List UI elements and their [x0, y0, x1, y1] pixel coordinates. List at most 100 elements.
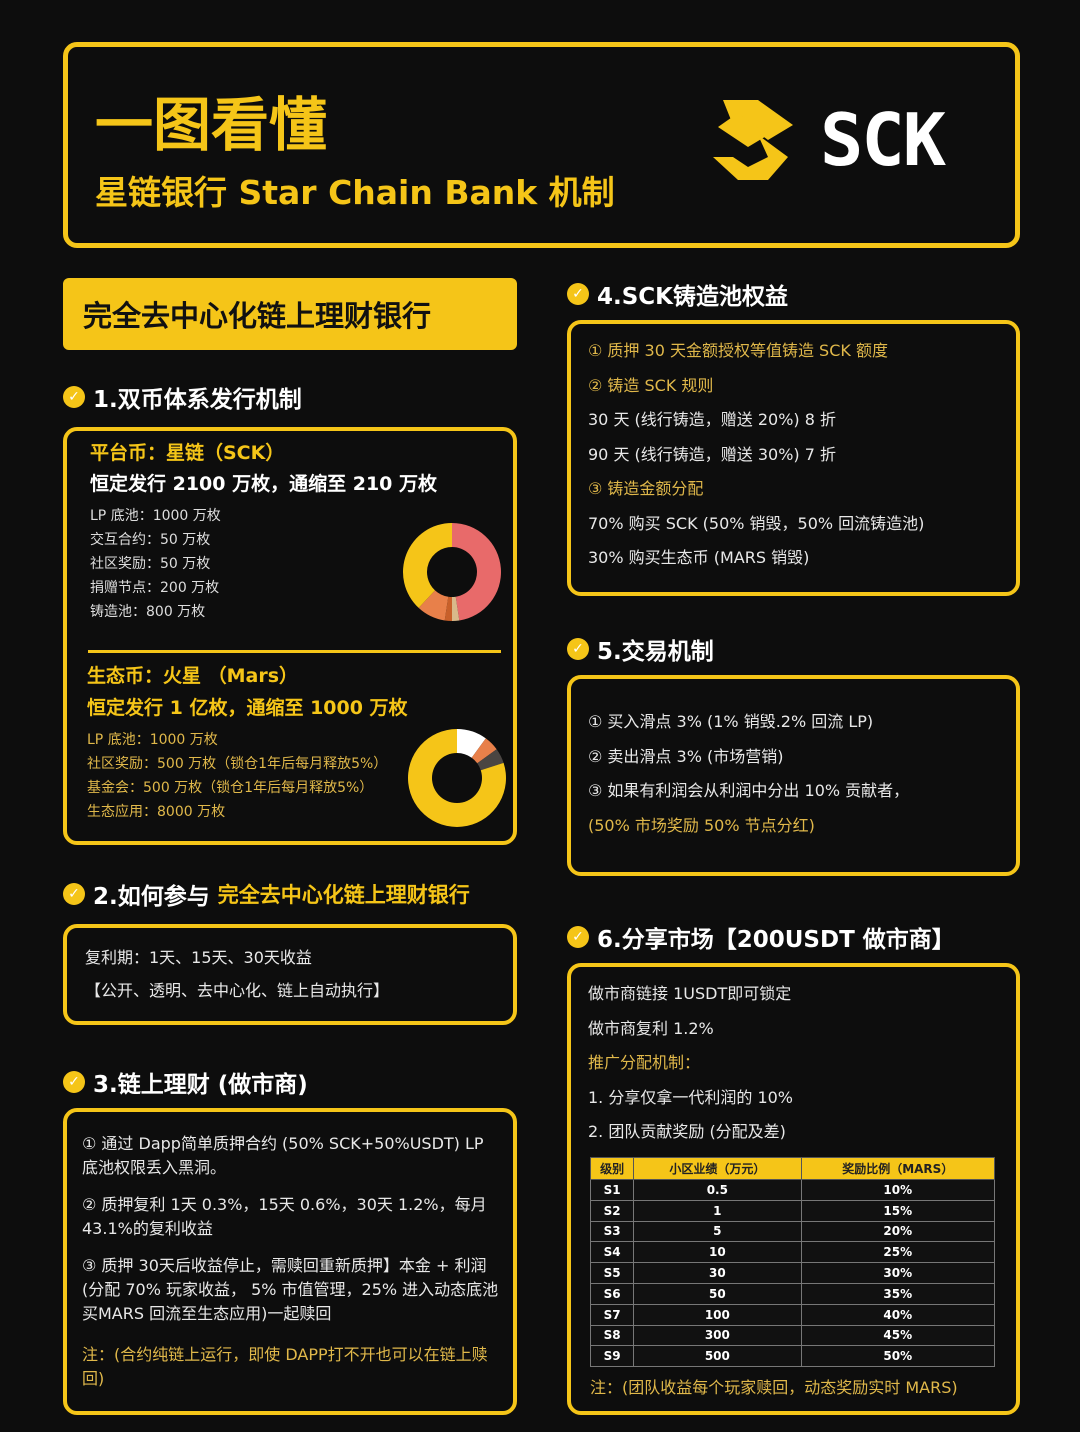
table-header-row: 级别 小区业绩（万元） 奖励比例（MARS） — [589, 1157, 996, 1180]
text-line: 做市商链接 1USDT即可锁定 — [588, 984, 792, 1003]
text-line: 1. 分享仅拿一代利润的 10% — [588, 1087, 794, 1107]
table-cell: 30% — [800, 1262, 996, 1284]
table-cell: S8 — [589, 1324, 635, 1347]
section-6-box — [567, 963, 1020, 1415]
allocation-item: 基金会：500 万枚（锁仓1年后每月释放5%） — [87, 780, 374, 796]
text-line: ② 卖出滑点 3% (市场营销) — [588, 746, 784, 766]
section-5-lines: ① 买入滑点 3% (1% 销毁.2% 回流 LP) ② 卖出滑点 3% (市场营… — [588, 705, 909, 843]
page-subtitle: 星链银行 Star Chain Bank 机制 — [95, 173, 615, 212]
donut-slice-3 — [418, 590, 449, 621]
reward-table: 级别 小区业绩（万元） 奖励比例（MARS） S1 0.5 10% S2 1 15% S3 5 20… — [589, 1157, 996, 1368]
sck-issue: 恒定发行 2100 万枚，通缩至 210 万枚 — [90, 473, 438, 495]
text-line: (50% 市场奖励 50% 节点分红) — [588, 815, 815, 835]
mars-issue: 恒定发行 1 亿枚，通缩至 1000 万枚 — [87, 697, 408, 719]
banner: 完全去中心化链上理财银行 — [63, 278, 517, 350]
donut-slice-0 — [457, 729, 486, 758]
section-1-box — [63, 427, 517, 845]
table-cell: 100 — [633, 1303, 802, 1326]
section-6-note: 注：(团队收益每个玩家赎回，动态奖励实时 MARS) — [590, 1378, 958, 1397]
donut-slice-4 — [403, 523, 452, 608]
table-row: S9 500 50% — [589, 1345, 996, 1368]
allocation-item: 铸造池：800 万枚 — [90, 604, 206, 620]
table-cell: S6 — [589, 1282, 635, 1305]
table-row: S5 30 30% — [589, 1262, 996, 1284]
divider — [88, 650, 501, 653]
mars-info: 生态币：火星 （Mars） 恒定发行 1 亿枚，通缩至 1000 万枚 LP 底… — [87, 662, 408, 824]
mars-donut-chart — [408, 729, 506, 827]
table-row: S3 5 20% — [589, 1220, 996, 1243]
table-row: S4 10 25% — [589, 1241, 996, 1264]
table-cell: 40% — [800, 1303, 996, 1326]
text-line: 2. 团队贡献奖励 (分配及差) — [588, 1122, 786, 1141]
table-cell: S5 — [589, 1262, 635, 1284]
check-icon: ✓ — [63, 883, 85, 905]
mars-items: LP 底池：1000 万枚社区奖励：500 万枚（锁仓1年后每月释放5%） 基金会… — [87, 728, 408, 824]
text-line: 70% 购买 SCK (50% 销毁，50% 回流铸造池) — [588, 513, 925, 533]
section-1-heading: ✓ 1.双币体系发行机制 — [63, 380, 302, 414]
section-6-heading: ✓ 6.分享市场【200USDT 做市商】 — [567, 920, 955, 954]
table-row: S7 100 40% — [589, 1303, 996, 1326]
banner-text: 完全去中心化链上理财银行 — [83, 299, 432, 333]
section-5-heading: ✓ 5.交易机制 — [567, 632, 714, 666]
table-row: S2 1 15% — [589, 1199, 996, 1222]
check-icon: ✓ — [63, 386, 85, 408]
text-line: 30 天 (线行铸造，赠送 20%) 8 折 — [588, 410, 837, 429]
section-3-text: ① 通过 Dapp简单质押合约 (50% SCK+50%USDT) LP 底池权… — [82, 1134, 499, 1388]
table-cell: 1 — [633, 1199, 802, 1222]
donut-slice-2 — [477, 749, 504, 771]
text-line: 30% 购买生态币 (MARS 销毁) — [588, 548, 810, 567]
allocation-item: LP 底池：1000 万枚 — [87, 732, 218, 748]
section-6-lines: 做市商链接 1USDT即可锁定 做市商复利 1.2% 推广分配机制： 1. 分享仅拿一… — [588, 977, 793, 1150]
section-5-box — [567, 675, 1020, 876]
section-2-heading: ✓ 2.如何参与 完全去中心化链上理财银行 — [63, 877, 470, 911]
table-cell: 30 — [633, 1262, 802, 1284]
table-cell: S2 — [589, 1199, 635, 1222]
section-3-heading: ✓ 3.链上理财 (做市商) — [63, 1065, 308, 1099]
table-row: S6 50 35% — [589, 1282, 996, 1305]
column-header: 奖励比例（MARS） — [800, 1157, 996, 1180]
section-2-box — [63, 924, 517, 1025]
text-line: ① 买入滑点 3% (1% 销毁.2% 回流 LP) — [588, 712, 874, 731]
allocation-item: 捐赠节点：200 万枚 — [90, 580, 220, 596]
table-cell: 25% — [800, 1241, 996, 1264]
donut-slice-1 — [452, 596, 460, 621]
section-3-box — [63, 1108, 517, 1415]
column-header: 级别 — [589, 1157, 635, 1180]
table-cell: 300 — [633, 1324, 802, 1347]
table-cell: 10 — [633, 1241, 802, 1264]
text-line: ① 质押 30 天金额授权等值铸造 SCK 额度 — [588, 341, 888, 360]
mars-title: 生态币：火星 （Mars） — [87, 665, 299, 687]
table-cell: S7 — [589, 1303, 635, 1326]
text-line: ③ 如果有利润会从利润中分出 10% 贡献者， — [588, 781, 910, 800]
sck-items: LP 底池：1000 万枚 交互合约：50 万枚 社区奖励：50 万枚 捐赠节点：20… — [90, 504, 437, 624]
text-line: ③ 铸造金额分配 — [588, 479, 704, 498]
text-line: ② 铸造 SCK 规则 — [588, 375, 714, 395]
allocation-item: 社区奖励：50 万枚 — [90, 556, 211, 572]
check-icon: ✓ — [567, 926, 589, 948]
table-cell: 45% — [800, 1324, 996, 1347]
sck-info: 平台币：星链（SCK） 恒定发行 2100 万枚，通缩至 210 万枚 LP 底… — [90, 440, 437, 624]
text-line: 推广分配机制： — [588, 1053, 701, 1072]
table-cell: 35% — [800, 1282, 996, 1305]
table-cell: 15% — [800, 1199, 996, 1222]
donut-slice-2 — [444, 596, 452, 621]
table-cell: 10% — [800, 1179, 996, 1201]
column-header: 小区业绩（万元） — [633, 1157, 802, 1180]
section-4-heading: ✓ 4.SCK铸造池权益 — [567, 277, 788, 311]
section-4-lines: ① 质押 30 天金额授权等值铸造 SCK 额度 ② 铸造 SCK 规则 30 天 … — [588, 334, 924, 576]
table-cell: 50 — [633, 1282, 802, 1305]
allocation-item: 社区奖励：500 万枚（锁仓1年后每月释放5%） — [87, 756, 388, 772]
table-cell: S1 — [589, 1179, 635, 1201]
check-icon: ✓ — [63, 1071, 85, 1093]
header-box — [63, 42, 1020, 248]
logo-text: SCK — [820, 98, 946, 182]
sck-title: 平台币：星链（SCK） — [90, 442, 285, 464]
table-cell: S3 — [589, 1220, 635, 1243]
allocation-item: 生态应用：8000 万枚 — [87, 804, 226, 820]
table-cell: S9 — [589, 1345, 635, 1368]
table-cell: 500 — [633, 1345, 802, 1368]
table-cell: 50% — [800, 1345, 996, 1368]
donut-slice-0 — [452, 523, 501, 621]
table-row: S1 0.5 10% — [589, 1179, 996, 1201]
page-title: 一图看懂 — [95, 91, 328, 159]
